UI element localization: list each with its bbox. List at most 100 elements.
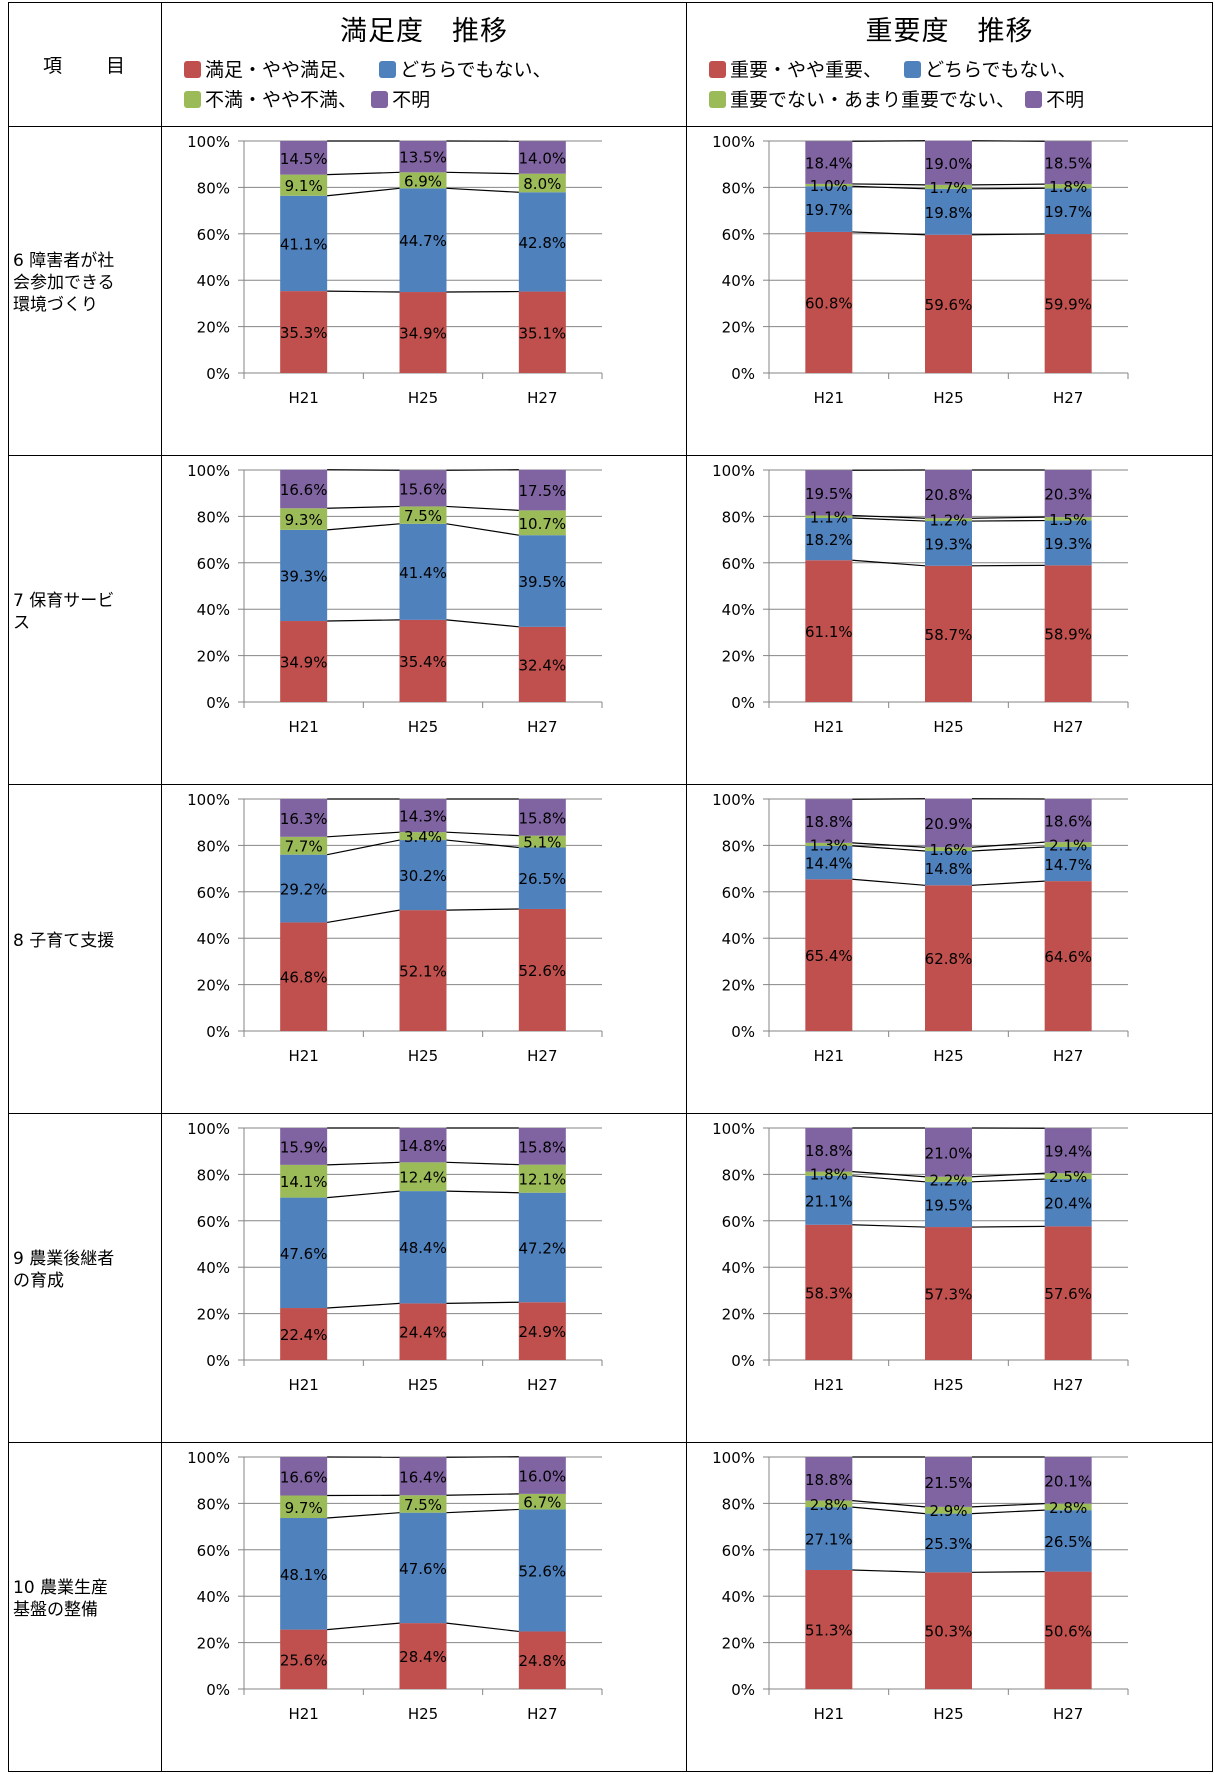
y-tick-label: 20% xyxy=(722,1306,755,1324)
header-row: 項目 満足度 推移 満足・やや満足、 どちらでもない、 不満・やや不満、 不明 … xyxy=(8,2,1213,127)
y-tick-label: 40% xyxy=(197,272,230,290)
importance-chart-cell: 0% 20% 40% 60% 80% 100% H21 H25 H27 60.8% 19.7% 1.0… xyxy=(686,126,1213,456)
bar-segment xyxy=(399,172,447,189)
data-label: 48.4% xyxy=(399,1239,447,1257)
data-label: 15.8% xyxy=(519,1138,567,1156)
data-label: 2.2% xyxy=(929,1171,967,1189)
series-line xyxy=(446,1622,519,1633)
y-tick-label: 60% xyxy=(197,555,230,573)
series-line xyxy=(971,1172,1045,1178)
series-line xyxy=(446,1508,519,1514)
bar-segment xyxy=(518,1302,566,1360)
bar-segment xyxy=(925,798,972,848)
series-line xyxy=(852,185,926,190)
series-line xyxy=(327,1190,400,1199)
bar-segment xyxy=(280,1495,328,1519)
y-tick-label: 0% xyxy=(206,694,230,712)
bar-segment xyxy=(399,1623,447,1689)
bar-segment xyxy=(280,1629,328,1689)
data-label: 1.2% xyxy=(929,512,967,530)
series-line xyxy=(446,187,519,193)
x-tick-label: H27 xyxy=(1053,389,1083,407)
data-label: 14.0% xyxy=(519,149,567,167)
data-label: 9.7% xyxy=(285,1499,323,1517)
series-line xyxy=(971,846,1045,852)
item-label-line: 10 農業生産 xyxy=(13,1578,109,1598)
data-label: 32.4% xyxy=(519,656,567,674)
item-label: 7 保育サービス xyxy=(13,590,157,634)
item-row-6: 6 障害者が社 会参加できる 環境づくり 0% 20% 40% 60% 80% 100% H21… xyxy=(8,126,1213,456)
bar-segment xyxy=(805,1224,853,1360)
data-label: 14.5% xyxy=(280,150,328,168)
data-label: 19.5% xyxy=(925,1196,973,1214)
bar-segment xyxy=(805,515,853,519)
survey-table: 項目 満足度 推移 満足・やや満足、 どちらでもない、 不満・やや不満、 不明 … xyxy=(8,2,1213,1772)
data-label: 9.3% xyxy=(285,511,323,529)
data-label: 26.5% xyxy=(1044,1533,1092,1551)
legend-label: 重要でない・あまり重要でない、 xyxy=(730,89,1016,111)
legend-label: どちらでもない、 xyxy=(400,58,552,81)
data-label: 14.1% xyxy=(280,1173,328,1191)
bar-segment xyxy=(280,469,328,509)
data-label: 19.4% xyxy=(1044,1143,1092,1161)
bar-segment xyxy=(280,1308,328,1360)
data-label: 7.5% xyxy=(404,1496,442,1514)
item-row-10: 10 農業生産 基盤の整備 0% 20% 40% 60% 80% 100% H21 H25 H27… xyxy=(8,1442,1213,1772)
series-line xyxy=(852,845,926,852)
data-label: 65.4% xyxy=(805,947,853,965)
bar-segment xyxy=(518,1164,566,1193)
satisfaction-legend: 満足・やや満足、 どちらでもない、 不満・やや不満、 不明 xyxy=(184,54,686,115)
x-tick-label: H25 xyxy=(933,1705,963,1723)
y-tick-label: 60% xyxy=(722,555,755,573)
data-label: 25.3% xyxy=(925,1535,973,1553)
x-tick-label: H21 xyxy=(288,1376,318,1394)
bar-segment xyxy=(925,850,972,886)
data-label: 14.3% xyxy=(399,808,447,826)
satisfaction-chart: 0% 20% 40% 60% 80% 100% H21 H25 H27 25.6% 48.1% 9.7… xyxy=(187,1449,603,1723)
data-label: 3.4% xyxy=(404,828,442,846)
series-line xyxy=(852,1569,926,1573)
legend-item: どちらでもない、 xyxy=(379,55,552,85)
data-label: 2.8% xyxy=(1049,1499,1087,1517)
y-tick-label: 80% xyxy=(722,837,755,855)
data-label: 34.9% xyxy=(399,325,447,343)
series-line xyxy=(852,231,926,236)
bar-segment xyxy=(280,1518,328,1630)
series-line xyxy=(327,523,400,531)
item-label: 9 農業後継者 の育成 xyxy=(13,1248,157,1292)
bar-segment xyxy=(805,183,853,187)
series-line xyxy=(446,1493,519,1496)
data-label: 41.4% xyxy=(399,564,447,582)
series-line xyxy=(327,619,400,622)
satisfaction-chart: 0% 20% 40% 60% 80% 100% H21 H25 H27 22.4% 47.6% 14.… xyxy=(187,1120,603,1394)
x-tick-label: H25 xyxy=(408,1047,438,1065)
bar-segment xyxy=(925,847,972,851)
data-label: 16.0% xyxy=(519,1467,567,1485)
series-line xyxy=(446,523,519,536)
data-label: 50.3% xyxy=(925,1623,973,1641)
bar-segment xyxy=(1044,234,1092,373)
satisfaction-chart: 0% 20% 40% 60% 80% 100% H21 H25 H27 35.3% 41.1% 9.1… xyxy=(187,133,603,407)
data-label: 15.8% xyxy=(519,809,567,827)
bar-segment xyxy=(280,1197,328,1309)
legend-label: 不満・やや不満、 xyxy=(205,89,358,111)
bar-segment xyxy=(399,506,447,524)
x-tick-label: H27 xyxy=(527,1376,557,1394)
data-label: 21.5% xyxy=(925,1474,973,1492)
series-line xyxy=(852,1500,926,1508)
series-line xyxy=(971,1178,1045,1183)
x-tick-label: H21 xyxy=(814,1376,844,1394)
y-tick-label: 80% xyxy=(722,1495,755,1513)
item-label-line: 9 農業後継者 xyxy=(13,1249,115,1269)
bar-segment xyxy=(1044,141,1092,185)
legend-item: 満足・やや満足、 xyxy=(184,55,357,85)
item-label-line: ス xyxy=(13,613,30,633)
data-label: 51.3% xyxy=(805,1621,853,1639)
data-label: 1.8% xyxy=(1049,178,1087,196)
bar-segment xyxy=(1044,520,1092,566)
bar-segment xyxy=(925,1506,972,1514)
legend-swatch xyxy=(709,60,726,78)
data-label: 19.0% xyxy=(925,155,973,173)
item-label-line: 6 障害者が社 xyxy=(13,251,115,271)
data-label: 52.6% xyxy=(519,962,567,980)
